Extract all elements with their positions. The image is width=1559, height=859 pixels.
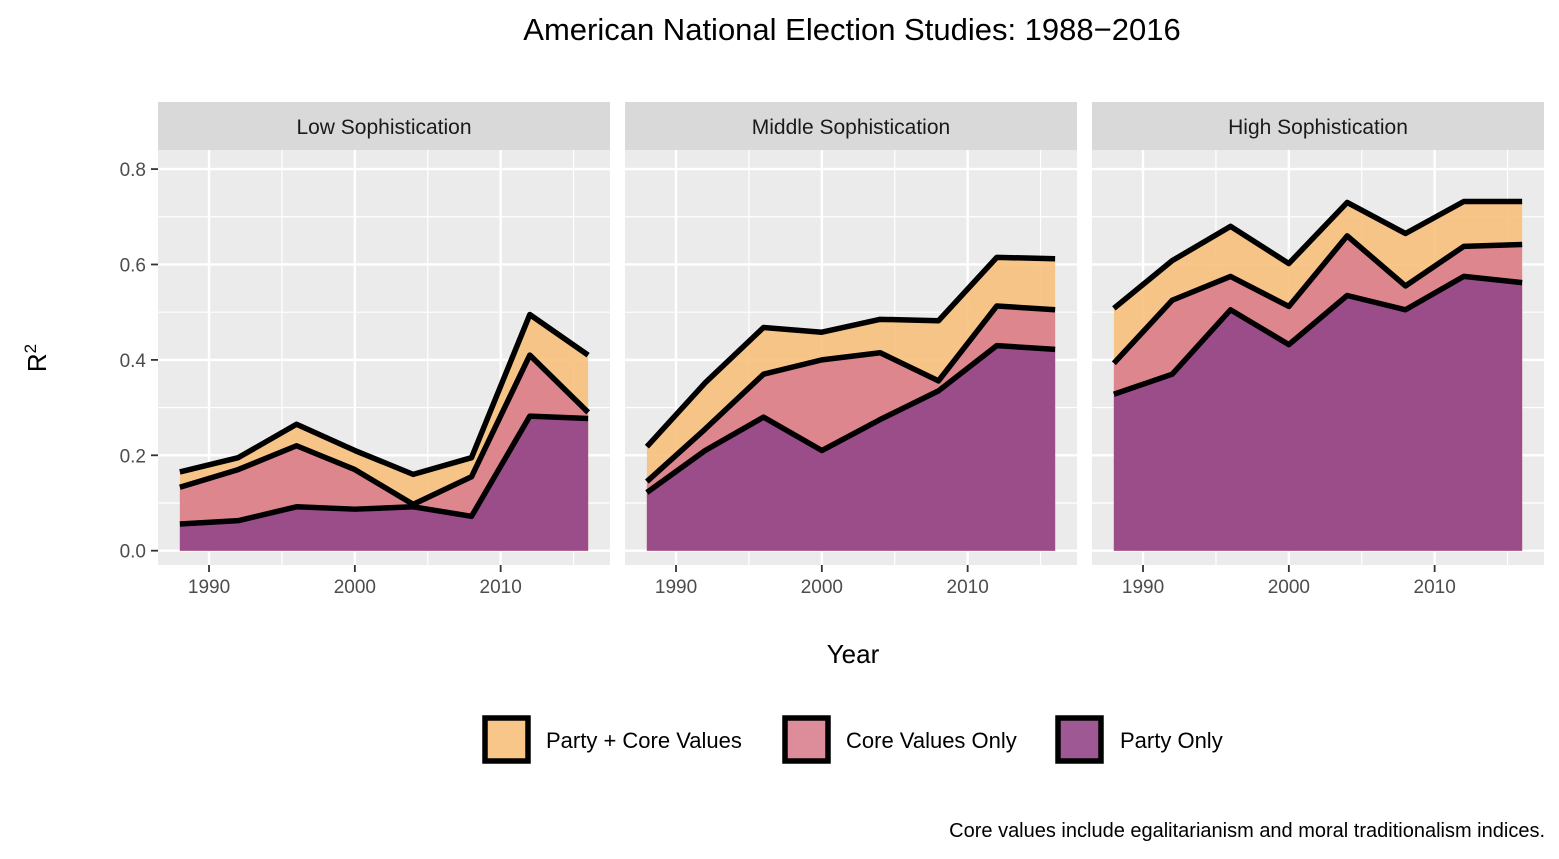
y-tick-label: 0.4 (120, 351, 147, 372)
line-party_core (1112, 198, 1523, 311)
area-party_only (646, 345, 1056, 551)
legend-item-party_core: Party + Core Values (482, 715, 742, 764)
legend-key-party_core (482, 715, 531, 764)
facet-strip (1092, 102, 1544, 150)
facet-strip (158, 102, 610, 150)
line-party_only (1112, 273, 1523, 397)
line-core_only (179, 352, 591, 508)
y-tick-label: 0.0 (120, 542, 146, 563)
x-tick-label: 1990 (188, 577, 230, 598)
legend-item-core_only: Core Values Only (782, 715, 1017, 764)
facet-strip (625, 102, 1077, 150)
facet-strip-label: Low Sophistication (296, 116, 471, 139)
x-tick-label: 2010 (480, 577, 522, 598)
facet-panel: Middle Sophistication 1990 2000 2010 (625, 102, 1077, 598)
legend-label: Core Values Only (846, 728, 1017, 753)
chart-title: American National Election Studies: 1988… (523, 12, 1180, 47)
area-party_only (1113, 276, 1523, 551)
y-axis-title-main: R (22, 353, 52, 372)
y-axis-title-superscript: 2 (21, 344, 40, 353)
x-tick-label: 2010 (947, 577, 989, 598)
facet-strip-label: High Sophistication (1228, 116, 1408, 139)
facet-panel: Low Sophistication 1990 2000 2010 (158, 102, 610, 598)
x-tick-label: 2000 (1268, 577, 1310, 598)
y-axis: 0.0 0.2 0.4 0.6 0.8 (120, 160, 158, 563)
legend-item-party_only: Party Only (1055, 715, 1223, 764)
facet-panel: High Sophistication 1990 2000 2010 (1092, 102, 1544, 598)
line-core_only (645, 303, 1056, 484)
legend-key-party_only (1055, 715, 1104, 764)
area-party_only (179, 416, 589, 551)
legend-key-core_only (782, 715, 831, 764)
x-tick-label: 2000 (334, 577, 376, 598)
y-tick-label: 0.8 (120, 160, 146, 181)
line-party_core (644, 254, 1056, 449)
x-axis-title: Year (827, 639, 880, 669)
line-core_only (1111, 233, 1523, 366)
caption: Core values include egalitarianism and m… (949, 820, 1545, 842)
legend: Party + Core Values Core Values Only Party… (482, 715, 1223, 764)
facet-strip-label: Middle Sophistication (752, 116, 950, 139)
y-tick-label: 0.6 (120, 255, 146, 276)
y-axis-title: R2 (21, 344, 52, 372)
line-party_only (645, 342, 1056, 495)
legend-label: Party + Core Values (546, 728, 742, 753)
x-tick-label: 2010 (1414, 577, 1456, 598)
x-tick-label: 1990 (655, 577, 697, 598)
x-tick-label: 1990 (1122, 577, 1164, 598)
line-party_core (179, 311, 590, 478)
y-tick-label: 0.2 (120, 446, 146, 467)
line-party_only (179, 413, 589, 527)
legend-label: Party Only (1120, 728, 1223, 753)
x-tick-label: 2000 (801, 577, 843, 598)
